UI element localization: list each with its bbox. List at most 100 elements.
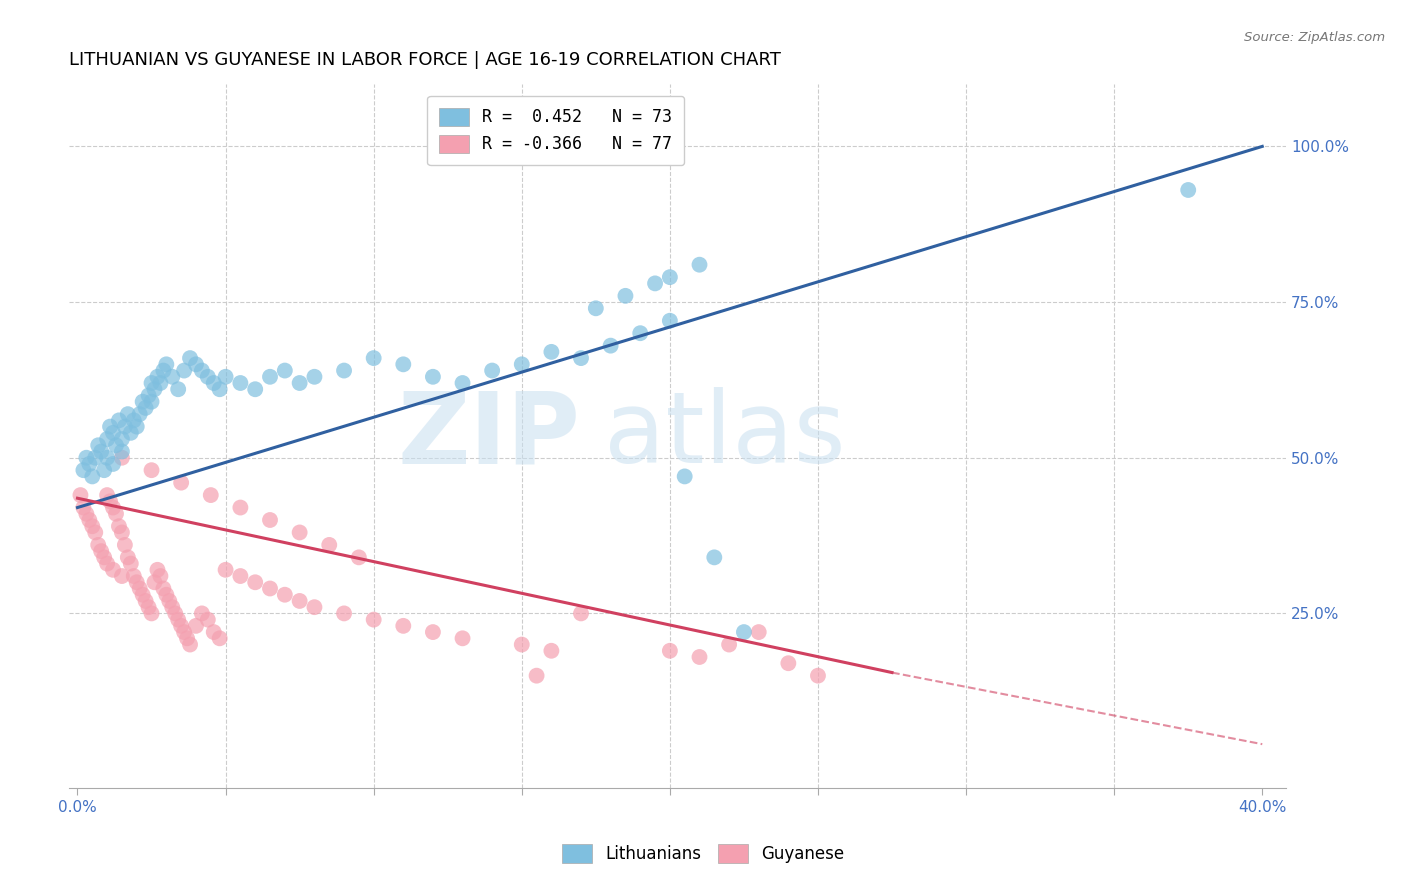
Point xyxy=(184,357,207,371)
Point xyxy=(363,351,385,365)
Point xyxy=(807,668,830,682)
Point xyxy=(176,632,198,646)
Point xyxy=(1177,183,1199,197)
Point xyxy=(82,519,104,533)
Point xyxy=(585,301,607,316)
Point xyxy=(167,382,190,396)
Point xyxy=(214,563,236,577)
Legend: R =  0.452   N = 73, R = -0.366   N = 77: R = 0.452 N = 73, R = -0.366 N = 77 xyxy=(427,96,683,165)
Point xyxy=(96,488,118,502)
Point xyxy=(101,457,124,471)
Point xyxy=(155,357,177,371)
Point xyxy=(202,625,225,640)
Point xyxy=(259,582,281,596)
Point xyxy=(104,507,127,521)
Point xyxy=(120,557,142,571)
Point xyxy=(526,668,548,682)
Point xyxy=(165,607,187,621)
Point xyxy=(510,357,533,371)
Point xyxy=(540,644,562,658)
Point xyxy=(111,432,134,446)
Point xyxy=(288,594,311,608)
Point xyxy=(128,582,150,596)
Point xyxy=(149,569,172,583)
Point xyxy=(245,575,267,590)
Text: LITHUANIAN VS GUYANESE IN LABOR FORCE | AGE 16-19 CORRELATION CHART: LITHUANIAN VS GUYANESE IN LABOR FORCE | … xyxy=(69,51,780,69)
Point xyxy=(114,419,136,434)
Point xyxy=(748,625,770,640)
Point xyxy=(422,369,444,384)
Point xyxy=(167,613,190,627)
Point xyxy=(304,369,326,384)
Point xyxy=(108,519,131,533)
Point xyxy=(569,139,592,153)
Point xyxy=(155,588,177,602)
Point xyxy=(274,363,297,377)
Point xyxy=(141,394,163,409)
Point xyxy=(135,594,157,608)
Point xyxy=(644,277,666,291)
Point xyxy=(104,438,127,452)
Point xyxy=(318,538,340,552)
Point xyxy=(69,488,91,502)
Text: atlas: atlas xyxy=(605,387,846,484)
Point xyxy=(288,376,311,390)
Point xyxy=(200,488,222,502)
Point xyxy=(98,419,121,434)
Point xyxy=(274,588,297,602)
Point xyxy=(98,494,121,508)
Point xyxy=(229,376,252,390)
Point xyxy=(673,469,696,483)
Point xyxy=(152,582,174,596)
Point xyxy=(179,638,201,652)
Point xyxy=(84,525,107,540)
Point xyxy=(120,425,142,440)
Point xyxy=(96,557,118,571)
Point xyxy=(191,607,214,621)
Point xyxy=(90,444,112,458)
Point xyxy=(96,432,118,446)
Point xyxy=(422,625,444,640)
Point xyxy=(149,376,172,390)
Point xyxy=(146,369,169,384)
Point xyxy=(599,339,621,353)
Point xyxy=(179,351,201,365)
Point xyxy=(170,619,193,633)
Point xyxy=(152,363,174,377)
Point xyxy=(125,575,148,590)
Point xyxy=(117,550,139,565)
Point xyxy=(197,369,219,384)
Point xyxy=(101,500,124,515)
Point xyxy=(184,619,207,633)
Point xyxy=(229,500,252,515)
Point xyxy=(569,351,592,365)
Point xyxy=(111,525,134,540)
Point xyxy=(197,613,219,627)
Point xyxy=(143,382,166,396)
Point xyxy=(75,507,97,521)
Point xyxy=(141,376,163,390)
Point xyxy=(658,314,681,328)
Point xyxy=(162,369,184,384)
Point xyxy=(259,513,281,527)
Point xyxy=(173,625,195,640)
Point xyxy=(778,657,800,671)
Point xyxy=(87,538,110,552)
Point xyxy=(718,638,741,652)
Point xyxy=(117,407,139,421)
Point xyxy=(75,450,97,465)
Text: Source: ZipAtlas.com: Source: ZipAtlas.com xyxy=(1244,31,1385,45)
Point xyxy=(128,407,150,421)
Point xyxy=(84,450,107,465)
Point xyxy=(125,419,148,434)
Point xyxy=(510,638,533,652)
Point xyxy=(114,538,136,552)
Point xyxy=(229,569,252,583)
Point xyxy=(141,607,163,621)
Point xyxy=(259,369,281,384)
Point xyxy=(333,607,356,621)
Point xyxy=(108,413,131,427)
Point xyxy=(451,632,474,646)
Point xyxy=(628,326,651,341)
Legend: Lithuanians, Guyanese: Lithuanians, Guyanese xyxy=(550,833,856,875)
